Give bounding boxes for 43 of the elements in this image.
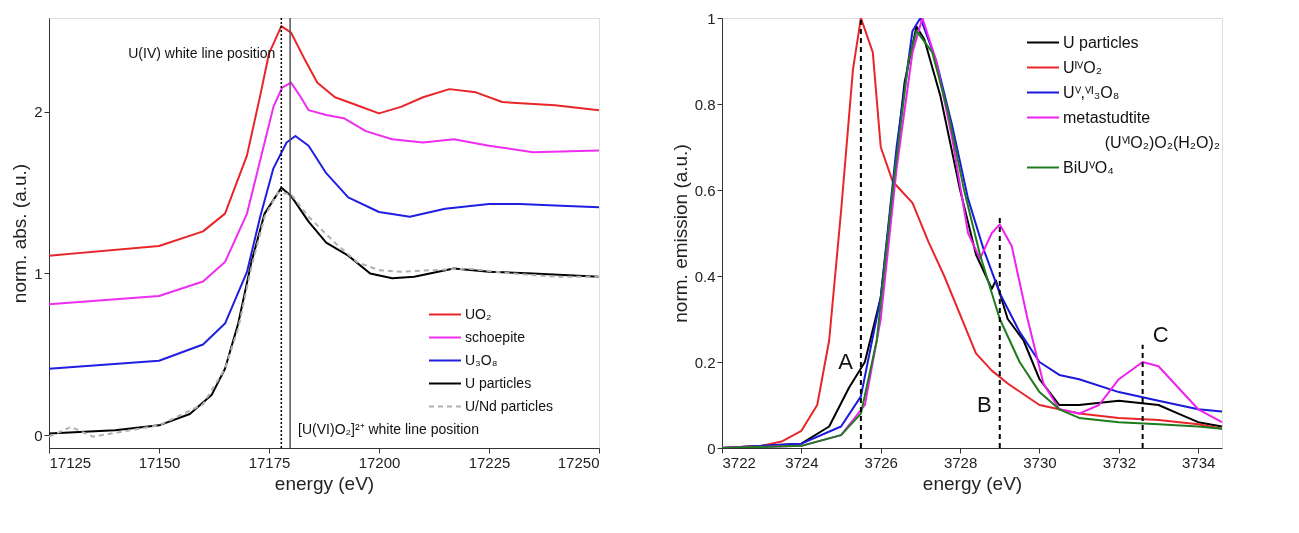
legend-label: schoepite	[465, 328, 526, 345]
x-axis-title: energy (eV)	[922, 472, 1023, 494]
line-series	[49, 81, 599, 306]
y-tick-label: 1	[707, 9, 716, 27]
y-tick-label: 0	[707, 439, 716, 457]
y-tick-label: 2	[34, 103, 43, 121]
legend-label: U/Nd particles	[465, 397, 553, 414]
x-tick-label: 17175	[248, 453, 291, 471]
annotation: A	[838, 349, 854, 374]
x-tick-label: 17150	[138, 453, 181, 471]
y-tick-label: 0.4	[694, 267, 716, 285]
x-tick-label: 3722	[722, 453, 756, 471]
line-series	[49, 25, 599, 257]
y-tick-label: 0.2	[694, 353, 716, 371]
y-tick-label: 0.8	[694, 95, 716, 113]
y-axis-title: norm. emission (a.u.)	[669, 144, 691, 323]
legend-label: UᴵⱽO₂	[1063, 58, 1102, 76]
y-tick-label: 0	[34, 426, 43, 444]
y-axis-title: norm. abs. (a.u.)	[9, 163, 31, 304]
legend-label: BiUⱽO₄	[1063, 158, 1114, 176]
legend-label: U particles	[465, 374, 532, 391]
y-tick-label: 1	[34, 264, 43, 282]
x-tick-label: 3732	[1102, 453, 1137, 471]
x-tick-label: 3728	[943, 453, 978, 471]
x-tick-label: 17250	[557, 453, 600, 471]
annotation: C	[1152, 321, 1169, 347]
x-axis-title: energy (eV)	[274, 472, 375, 494]
x-tick-label: 3730	[1023, 453, 1057, 471]
x-tick-label: 17125	[49, 453, 92, 471]
x-tick-label: 17225	[468, 453, 511, 471]
legend-label: Uⱽ,ⱽᴵ₃O₈	[1063, 83, 1120, 101]
legend-label: U₃O₈	[465, 351, 498, 368]
y-tick-label: 0.6	[694, 181, 716, 199]
line-series	[49, 135, 599, 370]
ref-line-label: [U(VI)O₂]²⁺ white line position	[298, 421, 479, 437]
x-tick-label: 3726	[864, 453, 898, 471]
legend-label: U particles	[1063, 33, 1139, 51]
legend-label: metastudtite (UⱽᴵO₂)O₂(H₂O)₂	[1063, 108, 1220, 151]
annotation: B	[977, 392, 992, 417]
x-tick-label: 17200	[358, 453, 401, 471]
x-tick-label: 3724	[785, 453, 819, 471]
legend-label: UO₂	[465, 305, 492, 322]
x-tick-label: 3734	[1182, 453, 1216, 471]
